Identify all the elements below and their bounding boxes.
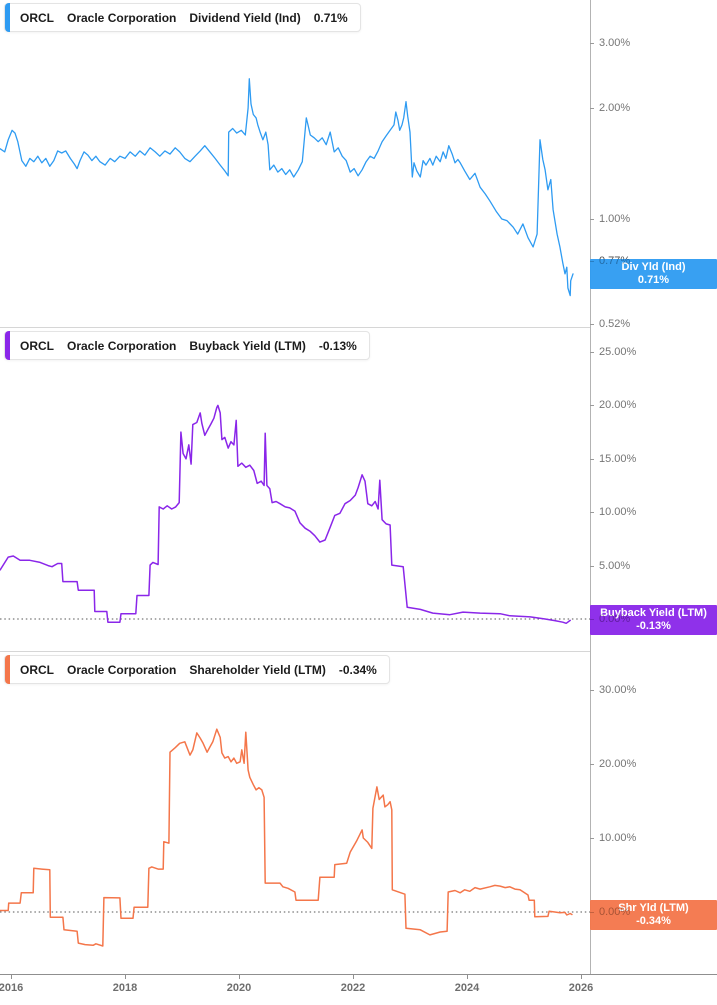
series-color-bar <box>5 655 10 684</box>
y-tick-label: 10.00% <box>590 505 636 519</box>
buyback-yield-badge: Buyback Yield (LTM) -0.13% <box>590 605 717 635</box>
y-tick-label: 4.00% <box>590 0 630 4</box>
shareholder-yield-badge: Shr Yld (LTM) -0.34% <box>590 900 717 930</box>
badge-metric-label: Div Yld (Ind) <box>621 261 686 273</box>
y-tick-label: 1.00% <box>590 212 630 226</box>
x-tick-label: 2018 <box>112 982 138 994</box>
y-tick-label: 25.00% <box>590 345 636 359</box>
badge-metric-label: Buyback Yield (LTM) <box>600 607 707 619</box>
x-tick-mark <box>467 975 468 979</box>
company-label: Oracle Corporation <box>67 338 177 353</box>
buyback-yield-plot[interactable] <box>0 328 717 652</box>
badge-value-label: -0.34% <box>636 915 671 927</box>
value-label: -0.34% <box>338 662 377 677</box>
ticker-label: ORCL <box>20 662 54 677</box>
value-label: -0.13% <box>318 338 357 353</box>
buyback-yield-panel: 25.00% 20.00% 15.00% 10.00% 5.00% 0.00% Buyba… <box>0 328 717 652</box>
x-tick-label: 2020 <box>226 982 252 994</box>
shareholder-yield-plot[interactable] <box>0 652 717 974</box>
y-tick-label: 20.00% <box>590 757 636 771</box>
series-color-bar <box>5 3 10 32</box>
value-label: 0.71% <box>313 10 348 25</box>
series-line <box>0 404 571 625</box>
x-tick-mark <box>239 975 240 979</box>
badge-value-label: -0.13% <box>636 620 671 632</box>
dividend-yield-legend[interactable]: ORCL Oracle Corporation Dividend Yield (… <box>4 3 361 32</box>
y-tick-label: 0.00% <box>590 905 630 919</box>
x-tick-label: 2026 <box>568 982 594 994</box>
panel-separator <box>0 327 590 328</box>
y-tick-label: 15.00% <box>590 452 636 466</box>
series-line <box>0 78 574 297</box>
y-axis-line <box>590 0 591 328</box>
metric-label: Buyback Yield (LTM) <box>189 338 306 353</box>
x-tick-mark <box>125 975 126 979</box>
y-tick-label: 0.00% <box>590 612 630 626</box>
company-label: Oracle Corporation <box>67 10 177 25</box>
y-tick-label: 20.00% <box>590 398 636 412</box>
dividend-yield-plot[interactable] <box>0 0 717 328</box>
badge-value-label: 0.71% <box>637 274 670 286</box>
shareholder-yield-panel: 30.00% 20.00% 10.00% 0.00% Shr Yld (LTM) -0… <box>0 652 717 974</box>
x-tick-mark <box>581 975 582 979</box>
y-axis-line <box>590 652 591 974</box>
y-tick-label: 5.00% <box>590 559 630 573</box>
y-tick-label: 0.77% <box>590 254 630 268</box>
series-line <box>0 728 573 947</box>
x-tick-mark <box>353 975 354 979</box>
x-tick-mark <box>11 975 12 979</box>
y-axis-line <box>590 328 591 652</box>
y-tick-label: 3.00% <box>590 36 630 50</box>
dividend-yield-badge: Div Yld (Ind) 0.71% <box>590 259 717 289</box>
panel-separator <box>0 651 590 652</box>
y-tick-label: 2.00% <box>590 101 630 115</box>
series-color-bar <box>5 331 10 360</box>
shareholder-yield-legend[interactable]: ORCL Oracle Corporation Shareholder Yiel… <box>4 655 390 684</box>
company-label: Oracle Corporation <box>67 662 177 677</box>
ticker-label: ORCL <box>20 10 54 25</box>
y-tick-label: 10.00% <box>590 831 636 845</box>
dividend-yield-panel: 4.00% 3.00% 2.00% 1.00% 0.77% 0.52% Div Yld (… <box>0 0 717 328</box>
badge-metric-label: Shr Yld (LTM) <box>618 902 689 914</box>
metric-label: Shareholder Yield (LTM) <box>189 662 326 677</box>
x-tick-label: 2022 <box>340 982 366 994</box>
y-tick-label: 30.00% <box>590 683 636 697</box>
buyback-yield-legend[interactable]: ORCL Oracle Corporation Buyback Yield (L… <box>4 331 370 360</box>
x-tick-label: 2016 <box>0 982 24 994</box>
y-tick-label: 0.52% <box>590 317 630 328</box>
x-tick-label: 2024 <box>454 982 480 994</box>
ticker-label: ORCL <box>20 338 54 353</box>
metric-label: Dividend Yield (Ind) <box>189 10 301 25</box>
x-axis[interactable]: 2016 2018 2020 2022 2024 2026 <box>0 974 717 1005</box>
